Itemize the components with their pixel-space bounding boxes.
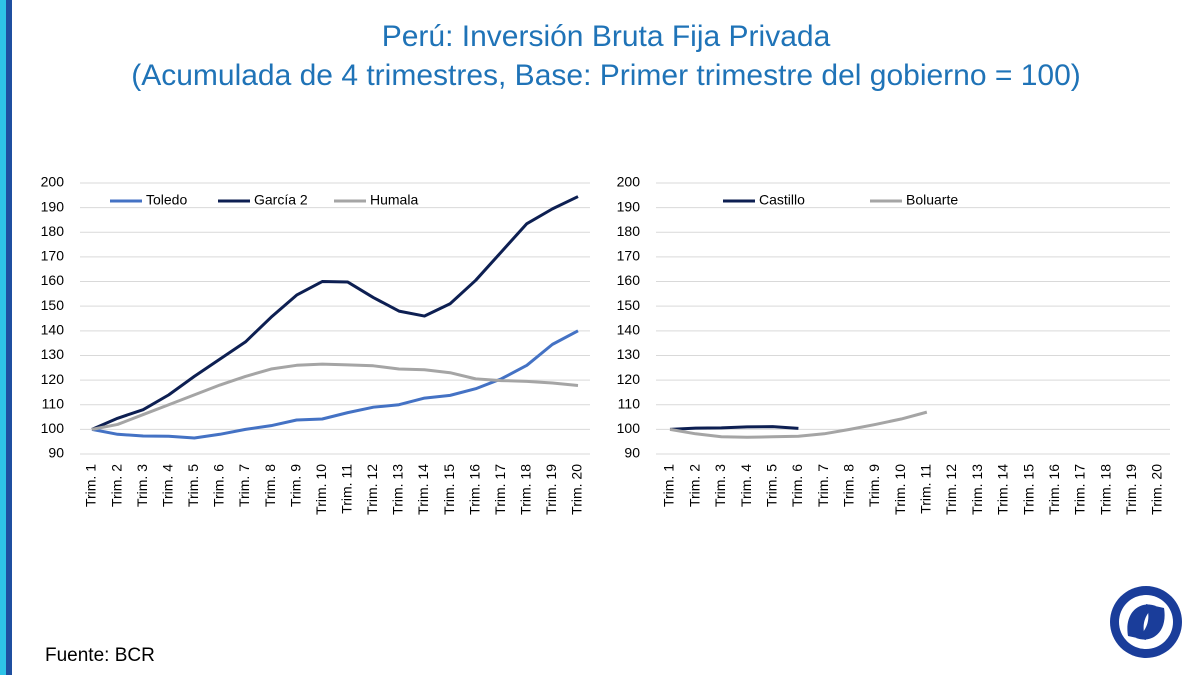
y-tick-label: 140 [41, 322, 65, 338]
x-tick-label: Trim. 15 [1020, 464, 1036, 515]
y-tick-label: 200 [41, 174, 65, 190]
y-tick-label: 150 [41, 297, 65, 313]
legend-label: Toledo [146, 192, 187, 208]
y-tick-label: 180 [617, 223, 641, 239]
x-tick-label: Trim. 12 [943, 464, 959, 515]
y-tick-label: 170 [41, 248, 65, 264]
x-tick-label: Trim. 9 [866, 464, 882, 507]
x-tick-label: Trim. 13 [390, 464, 406, 515]
x-tick-label: Trim. 11 [338, 464, 354, 514]
y-tick-label: 160 [41, 272, 65, 288]
chart-subtitle: (Acumulada de 4 trimestres, Base: Primer… [131, 59, 1081, 92]
legend-label: García 2 [254, 192, 308, 208]
legend-label: Humala [370, 192, 418, 208]
x-tick-label: Trim. 13 [969, 464, 985, 515]
x-tick-label: Trim. 19 [1123, 464, 1139, 515]
y-tick-label: 110 [42, 395, 65, 411]
y-tick-label: 90 [48, 445, 64, 461]
x-tick-label: Trim. 20 [569, 464, 585, 515]
x-tick-label: Trim. 14 [415, 464, 431, 515]
y-tick-label: 120 [41, 371, 65, 387]
y-tick-label: 160 [617, 272, 641, 288]
y-tick-label: 190 [41, 198, 65, 214]
series-line [91, 362, 579, 431]
x-tick-label: Trim. 1 [83, 464, 99, 507]
series-line [91, 195, 579, 431]
y-tick-label: 100 [41, 420, 65, 436]
chart-title: Perú: Inversión Bruta Fija Privada [382, 20, 831, 53]
y-tick-label: 110 [618, 395, 641, 411]
y-tick-label: 90 [624, 445, 640, 461]
series-line [91, 329, 579, 440]
x-tick-label: Trim. 2 [686, 464, 702, 507]
legend-label: Boluarte [906, 192, 958, 208]
y-tick-label: 180 [41, 223, 65, 239]
x-tick-label: Trim. 8 [262, 464, 278, 507]
x-tick-label: Trim. 4 [159, 464, 175, 507]
x-tick-label: Trim. 9 [287, 464, 303, 507]
x-tick-label: Trim. 8 [840, 464, 856, 507]
y-tick-label: 170 [617, 248, 641, 264]
x-tick-label: Trim. 16 [1046, 464, 1062, 515]
x-tick-label: Trim. 6 [789, 464, 805, 507]
x-tick-label: Trim. 10 [892, 464, 908, 515]
y-tick-label: 130 [617, 346, 641, 362]
x-tick-label: Trim. 11 [918, 464, 934, 514]
y-tick-label: 150 [617, 297, 641, 313]
y-tick-label: 130 [41, 346, 65, 362]
x-tick-label: Trim. 18 [1097, 464, 1113, 515]
x-tick-label: Trim. 17 [492, 464, 508, 515]
x-tick-label: Trim. 2 [108, 464, 124, 507]
x-tick-label: Trim. 1 [661, 464, 677, 507]
logo [1110, 586, 1182, 658]
x-tick-label: Trim. 7 [236, 464, 252, 507]
x-tick-label: Trim. 5 [763, 464, 779, 507]
x-tick-label: Trim. 4 [738, 464, 754, 507]
y-tick-label: 120 [617, 371, 641, 387]
x-tick-label: Trim. 5 [185, 464, 201, 507]
x-tick-label: Trim. 20 [1149, 464, 1165, 515]
y-tick-label: 200 [617, 174, 641, 190]
series-line [669, 410, 928, 439]
x-tick-label: Trim. 7 [815, 464, 831, 507]
x-tick-label: Trim. 6 [211, 464, 227, 507]
x-tick-label: Trim. 10 [313, 464, 329, 515]
x-tick-label: Trim. 17 [1072, 464, 1088, 515]
x-tick-label: Trim. 14 [995, 464, 1011, 515]
x-tick-label: Trim. 19 [543, 464, 559, 515]
left-band [0, 0, 6, 675]
x-tick-label: Trim. 3 [134, 464, 150, 507]
x-tick-label: Trim. 12 [364, 464, 380, 515]
x-tick-label: Trim. 16 [466, 464, 482, 515]
series-line [669, 425, 799, 431]
x-tick-label: Trim. 3 [712, 464, 728, 507]
y-tick-label: 190 [617, 198, 641, 214]
x-tick-label: Trim. 15 [441, 464, 457, 515]
y-tick-label: 100 [617, 420, 641, 436]
legend-label: Castillo [759, 192, 805, 208]
x-tick-label: Trim. 18 [518, 464, 534, 515]
source: Fuente: BCR [45, 645, 155, 666]
y-tick-label: 140 [617, 322, 641, 338]
left-band [6, 0, 12, 675]
